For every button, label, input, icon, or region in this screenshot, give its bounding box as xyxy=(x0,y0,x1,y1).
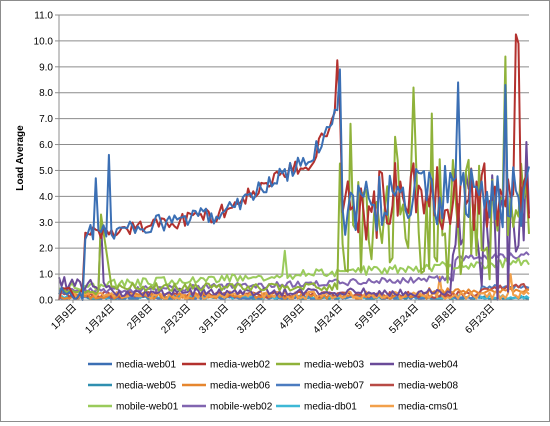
axes xyxy=(58,15,529,301)
x-tick-label: 1月9日 xyxy=(49,302,79,332)
x-tick-label: 2月8日 xyxy=(125,302,155,332)
x-tick-label: 3月10日 xyxy=(197,302,231,336)
x-tick-label: 2月23日 xyxy=(159,302,193,336)
x-tick-label: 4月24日 xyxy=(311,302,345,336)
series-line-media-web04 xyxy=(58,81,530,301)
legend-label: media-web02 xyxy=(210,360,270,371)
y-tick-label: 3.0 xyxy=(39,218,53,229)
y-tick-label: 4.0 xyxy=(39,192,53,203)
legend-label: media-db01 xyxy=(304,402,357,413)
series-line-mobile-web01 xyxy=(58,249,530,292)
series-lines xyxy=(58,33,530,301)
legend-label: media-web08 xyxy=(398,381,458,392)
series-line-media-web03 xyxy=(58,55,530,296)
y-tick-label: 0.0 xyxy=(39,296,53,307)
legend-label: media-web05 xyxy=(116,381,176,392)
y-tick-label: 10.0 xyxy=(34,36,54,47)
y-axis-title: Load Average xyxy=(15,125,26,191)
legend-label: media-web07 xyxy=(304,381,364,392)
y-tick-label: 11.0 xyxy=(34,11,53,22)
legend-label: mobile-web02 xyxy=(210,402,273,413)
legend-label: media-web06 xyxy=(210,381,270,392)
x-tick-label: 5月24日 xyxy=(387,302,421,336)
legend-label: media-cms01 xyxy=(398,402,458,413)
x-tick-labels: 1月9日 1月24日 2月8日 2月23日 3月10日 3月25日 4月9日 4月24日 5月9… xyxy=(49,300,497,336)
y-tick-label: 1.0 xyxy=(39,270,53,281)
x-tick-label: 6月8日 xyxy=(429,302,459,332)
y-tick-labels: 0.0 1.0 2.0 3.0 4.0 5.0 6.0 7.0 8.0 9.0 10.0 11.0 xyxy=(34,11,54,307)
series-line-media-cms01 xyxy=(58,273,530,301)
x-tick-label: 5月9日 xyxy=(353,302,383,332)
legend: media-web01 media-web02 media-web03 media-w… xyxy=(88,360,458,413)
y-tick-label: 9.0 xyxy=(39,62,53,73)
x-tick-label: 4月9日 xyxy=(277,302,307,332)
y-tick-label: 6.0 xyxy=(39,140,53,151)
legend-label: media-web04 xyxy=(398,360,458,371)
x-tick-label: 1月24日 xyxy=(83,302,117,336)
x-tick-label: 6月23日 xyxy=(463,302,497,336)
grid-lines xyxy=(55,14,529,301)
series-line-media-web02 xyxy=(58,33,530,301)
y-tick-label: 5.0 xyxy=(39,166,53,177)
series-line-media-web01 xyxy=(58,68,530,301)
y-tick-label: 7.0 xyxy=(39,114,53,125)
legend-label: media-web01 xyxy=(116,360,176,371)
legend-label: media-web03 xyxy=(304,360,364,371)
legend-label: mobile-web01 xyxy=(116,402,179,413)
y-tick-label: 2.0 xyxy=(39,244,53,255)
x-tick-label: 3月25日 xyxy=(235,302,269,336)
y-tick-label: 8.0 xyxy=(39,88,53,99)
